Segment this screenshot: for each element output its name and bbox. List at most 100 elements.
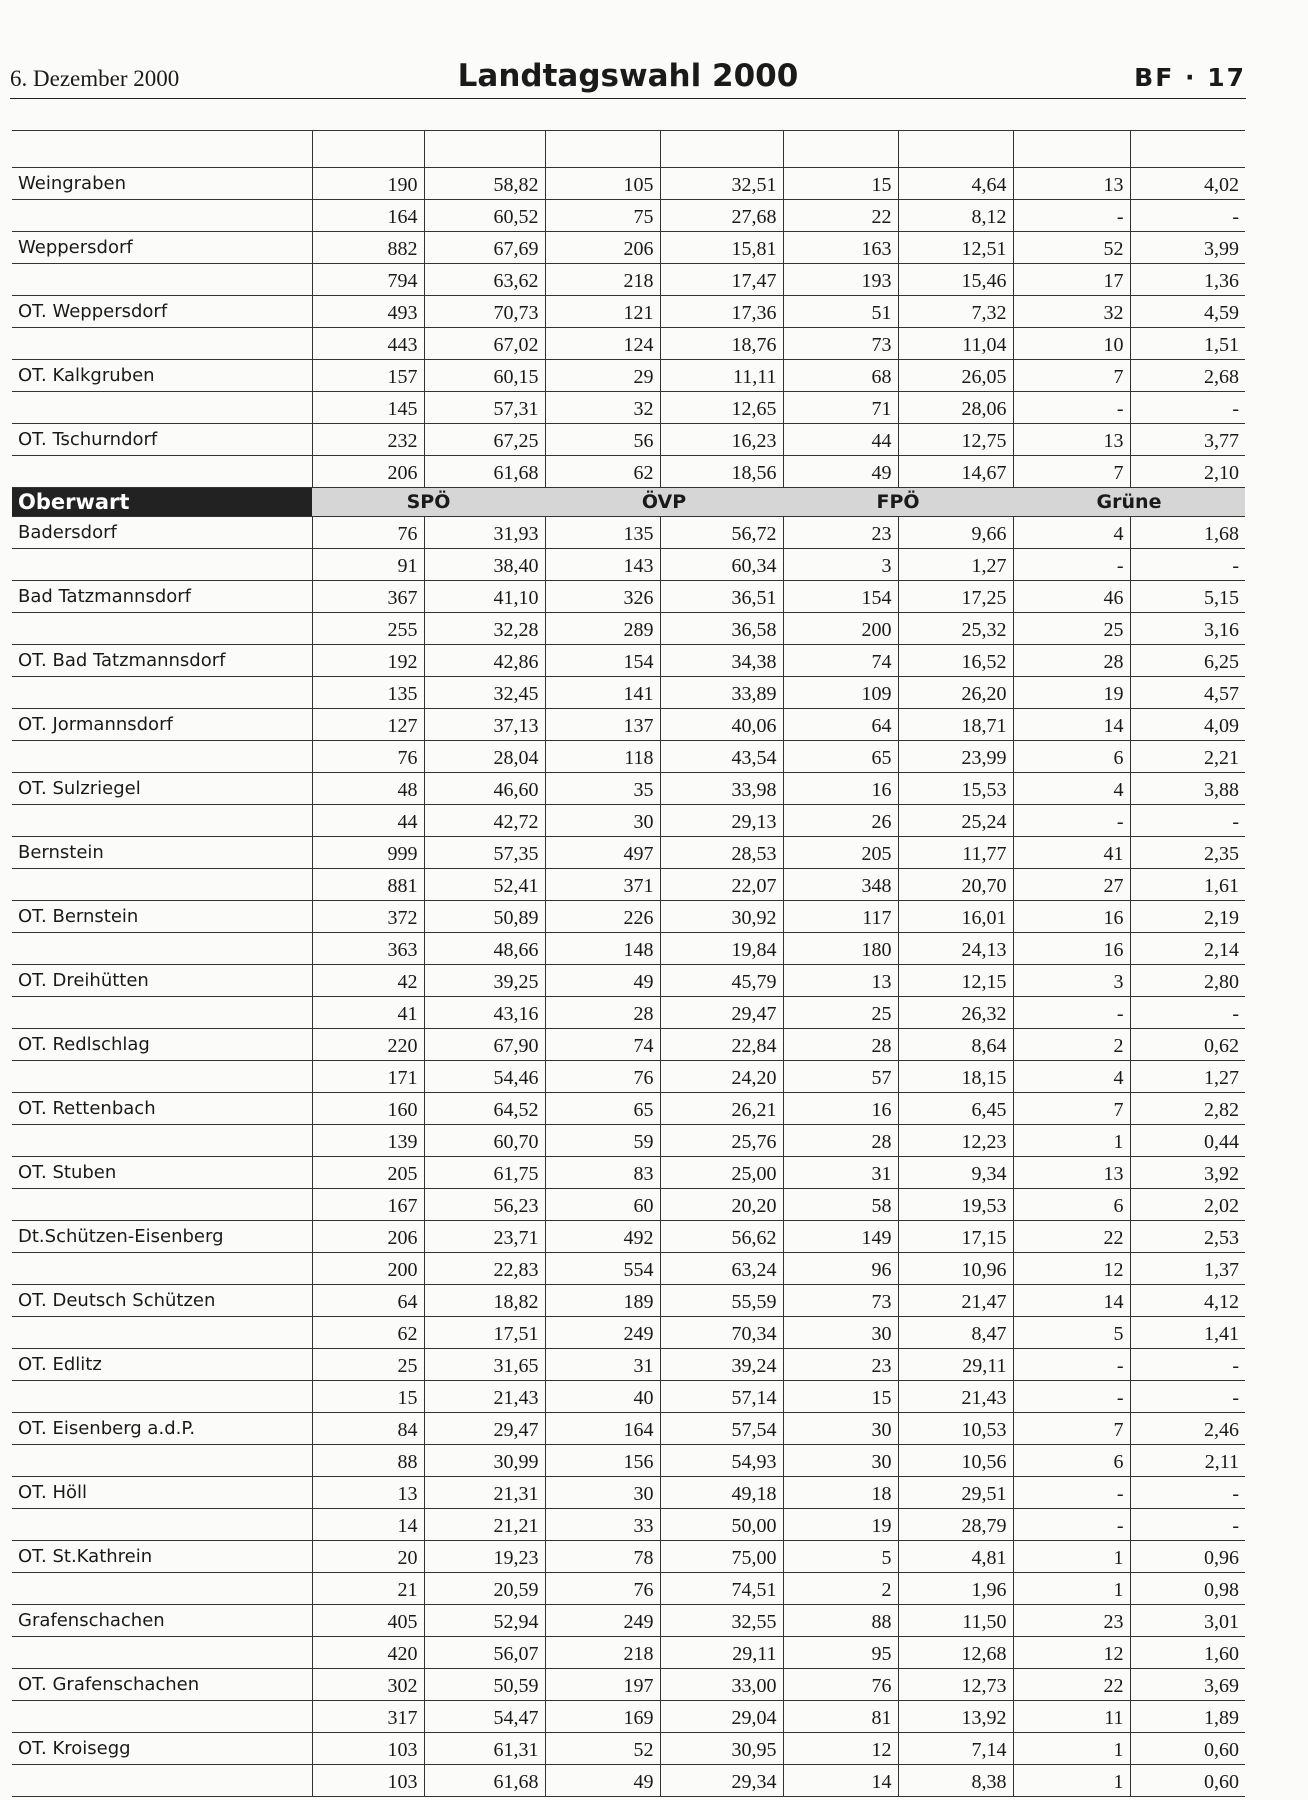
value-cell: 1 <box>1012 1764 1130 1797</box>
value-cell: 18,76 <box>659 327 783 360</box>
value-cell: 26,32 <box>897 996 1013 1029</box>
value-cell: 42,72 <box>423 804 545 837</box>
section-row: Oberwart SPÖ ÖVP FPÖ Grüne <box>12 487 1245 517</box>
value-cell: 11,11 <box>659 359 783 392</box>
value-cell: 21,47 <box>897 1284 1013 1317</box>
place-name: OT. Jormannsdorf <box>12 708 312 741</box>
value-cell: 2,02 <box>1129 1188 1245 1221</box>
value-cell: 2 <box>1012 1028 1130 1061</box>
value-cell: 10 <box>1012 327 1130 360</box>
value-cell: 3 <box>782 548 898 581</box>
value-cell: 32 <box>1012 295 1130 328</box>
value-cell: 22 <box>1012 1220 1130 1253</box>
value-cell: 88 <box>782 1604 898 1637</box>
value-cell: 21 <box>311 1572 424 1605</box>
value-cell: 0,60 <box>1129 1764 1245 1797</box>
value-cell: 117 <box>782 900 898 933</box>
value-cell: 255 <box>311 612 424 645</box>
value-cell: 44 <box>782 423 898 456</box>
place-name-empty <box>12 327 312 360</box>
value-cell: 7,14 <box>897 1732 1013 1765</box>
value-cell: 64,52 <box>423 1092 545 1125</box>
place-name: OT. Eisenberg a.d.P. <box>12 1412 312 1445</box>
value-cell: 881 <box>311 868 424 901</box>
value-cell: 18,71 <box>897 708 1013 741</box>
value-cell: 4,12 <box>1129 1284 1245 1317</box>
value-cell: 29,11 <box>659 1636 783 1669</box>
place-name: OT. Stuben <box>12 1156 312 1189</box>
place-name-empty <box>12 868 312 901</box>
blank-cell <box>782 130 898 168</box>
value-cell: 81 <box>782 1700 898 1733</box>
value-cell: 32,51 <box>659 167 783 200</box>
value-cell: 30 <box>782 1444 898 1477</box>
value-cell: 57,54 <box>659 1412 783 1445</box>
value-cell: 180 <box>782 932 898 965</box>
value-cell: 71 <box>782 391 898 424</box>
value-cell: 154 <box>544 644 660 677</box>
value-cell: 25,24 <box>897 804 1013 837</box>
value-cell: 13 <box>1012 167 1130 200</box>
value-cell: - <box>1129 1508 1245 1541</box>
value-cell: 23 <box>782 516 898 549</box>
result-row: Dt.Schützen-Eisenberg 206 23,71 492 56,62 149… <box>12 1220 1245 1253</box>
value-cell: 16,01 <box>897 900 1013 933</box>
value-cell: 19,84 <box>659 932 783 965</box>
value-cell: 220 <box>311 1028 424 1061</box>
value-cell: 5,15 <box>1129 580 1245 613</box>
value-cell: 189 <box>544 1284 660 1317</box>
value-cell: 9,34 <box>897 1156 1013 1189</box>
value-cell: 61,68 <box>423 1764 545 1797</box>
place-name-empty <box>12 804 312 837</box>
place-name-empty <box>12 676 312 709</box>
result-row: OT. Eisenberg a.d.P. 84 29,47 164 57,54 30 10,… <box>12 1412 1245 1445</box>
value-cell: 25 <box>1012 612 1130 645</box>
place-name-empty <box>12 455 312 488</box>
result-row: OT. Höll 13 21,31 30 49,18 18 29,51- - <box>12 1476 1245 1509</box>
value-cell: 11,77 <box>897 836 1013 869</box>
value-cell: 63,62 <box>423 263 545 296</box>
value-cell: 22,83 <box>423 1252 545 1285</box>
value-cell: 17,47 <box>659 263 783 296</box>
value-cell: 4,81 <box>897 1540 1013 1573</box>
value-cell: 7 <box>1012 1092 1130 1125</box>
place-name: Weingraben <box>12 167 312 200</box>
value-cell: 36,51 <box>659 580 783 613</box>
value-cell: 27 <box>1012 868 1130 901</box>
value-cell: 249 <box>544 1316 660 1349</box>
party-header: FPÖ <box>783 487 1013 517</box>
value-cell: 52 <box>544 1732 660 1765</box>
value-cell: - <box>1129 199 1245 232</box>
value-cell: 14,67 <box>897 455 1013 488</box>
value-cell: 23 <box>782 1348 898 1381</box>
result-row: 317 54,47 169 29,04 81 13,92 11 1,89 <box>12 1700 1245 1733</box>
value-cell: 26 <box>782 804 898 837</box>
value-cell: 26,05 <box>897 359 1013 392</box>
value-cell: - <box>1012 199 1130 232</box>
value-cell: 20,20 <box>659 1188 783 1221</box>
value-cell: 16,52 <box>897 644 1013 677</box>
value-cell: - <box>1129 1476 1245 1509</box>
value-cell: 31 <box>544 1348 660 1381</box>
value-cell: 44 <box>311 804 424 837</box>
value-cell: 16 <box>782 1092 898 1125</box>
value-cell: 15,46 <box>897 263 1013 296</box>
value-cell: 54,46 <box>423 1060 545 1093</box>
value-cell: 30 <box>782 1316 898 1349</box>
value-cell: 28 <box>782 1124 898 1157</box>
value-cell: 4 <box>1012 1060 1130 1093</box>
value-cell: 29,04 <box>659 1700 783 1733</box>
result-row: 420 56,07 218 29,11 95 12,68 12 1,60 <box>12 1636 1245 1669</box>
value-cell: 492 <box>544 1220 660 1253</box>
value-cell: 30 <box>544 1476 660 1509</box>
value-cell: 19 <box>782 1508 898 1541</box>
place-name: OT. Kalkgruben <box>12 359 312 392</box>
value-cell: 22,84 <box>659 1028 783 1061</box>
value-cell: - <box>1129 391 1245 424</box>
value-cell: 22 <box>1012 1668 1130 1701</box>
place-name: OT. Grafenschachen <box>12 1668 312 1701</box>
value-cell: 141 <box>544 676 660 709</box>
value-cell: 2,35 <box>1129 836 1245 869</box>
result-row: OT. Edlitz 25 31,65 31 39,24 23 29,11- - <box>12 1348 1245 1381</box>
value-cell: 49,18 <box>659 1476 783 1509</box>
